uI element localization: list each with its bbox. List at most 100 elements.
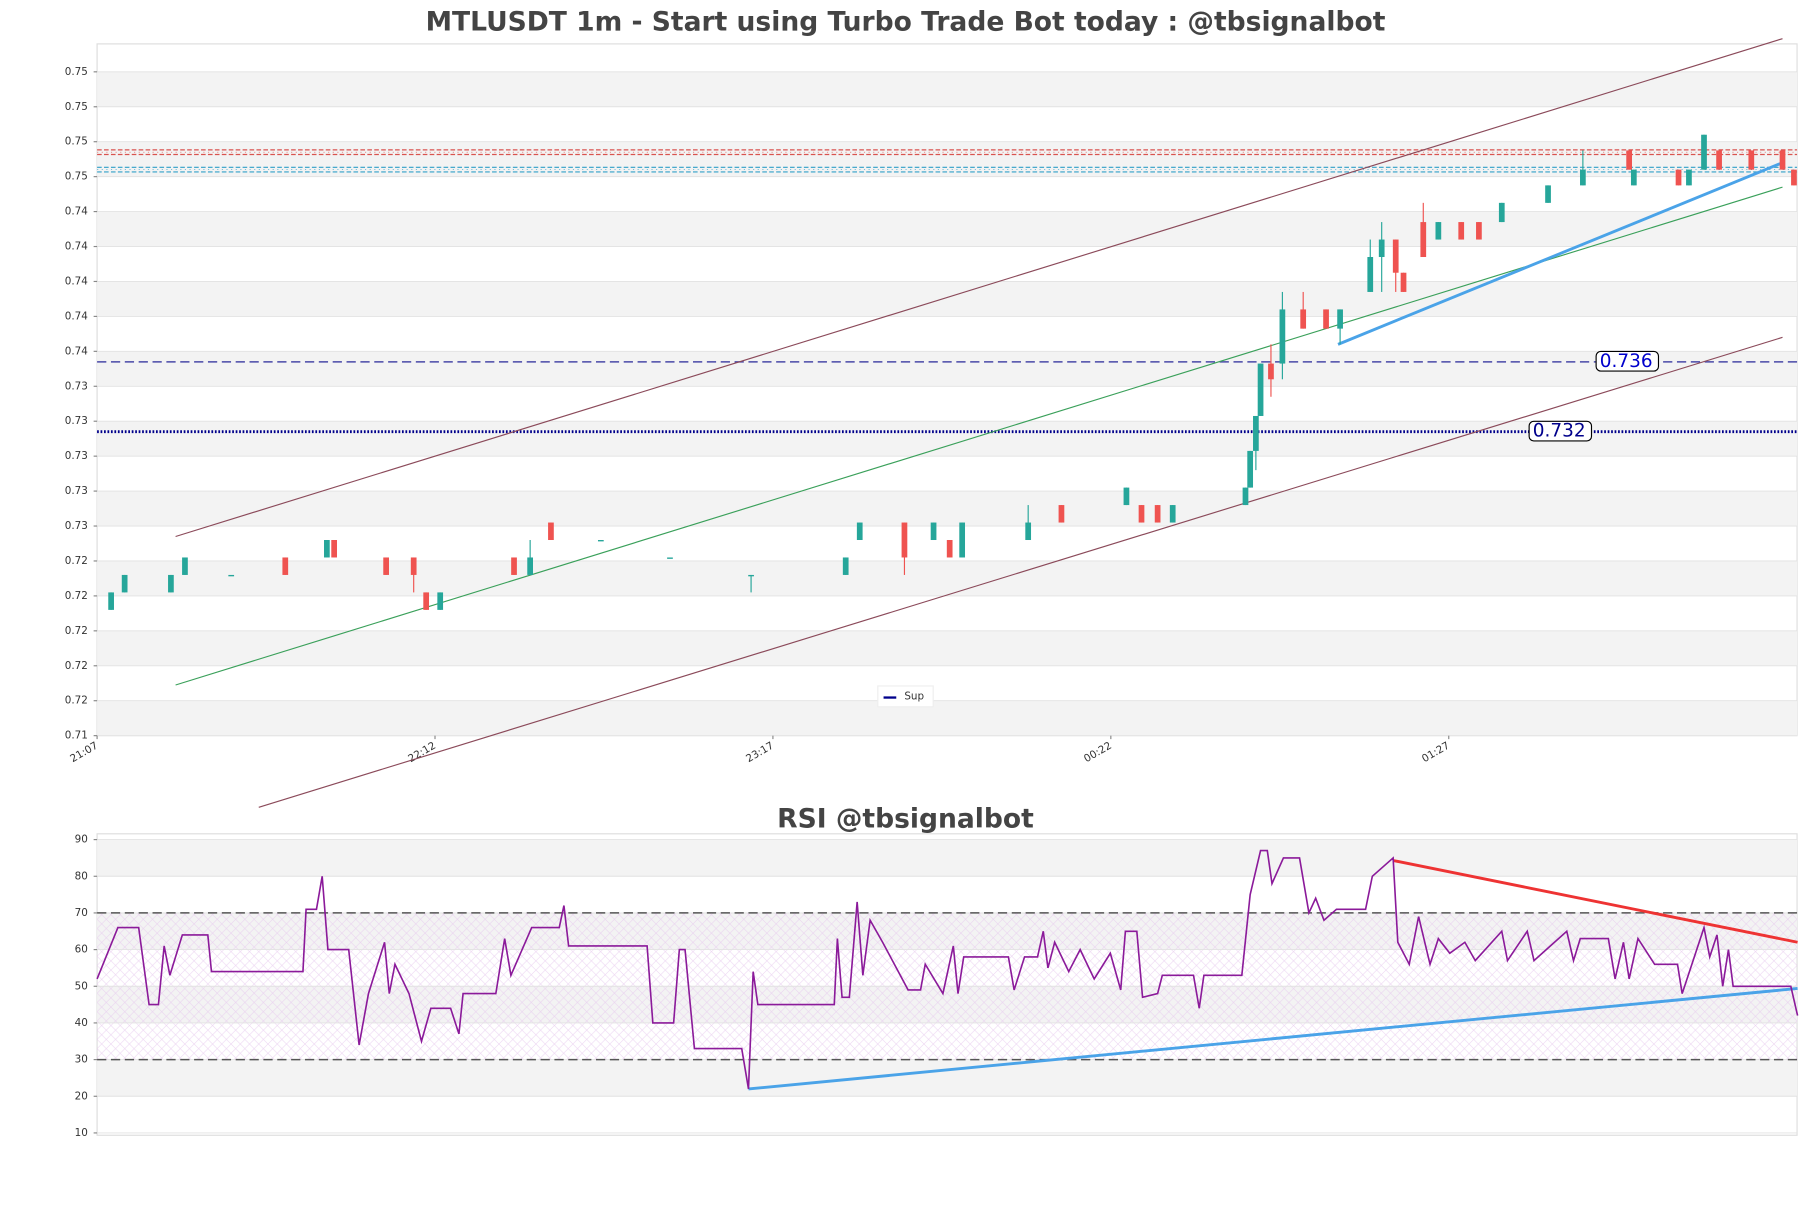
candle-body [410,557,417,575]
candle-body [1253,415,1259,451]
candle-body [1378,239,1385,258]
y-tick-label: 10 [75,1127,88,1139]
y-tick-label: 0.74 [65,275,88,287]
grid-band [97,421,1798,457]
x-tick-label: 22:12 [406,740,438,765]
candle-body [1123,487,1130,506]
candle-body [282,557,289,575]
chart-title: MTLUSDT 1m - Start using Turbo Trade Bot… [426,7,1386,38]
level-label: 0.732 [1533,421,1586,442]
y-tick-label: 0.72 [65,555,88,567]
y-tick-label: 60 [75,944,88,956]
level-label-box [1595,350,1660,372]
candle-body [548,522,554,541]
y-tick-label: 0.73 [65,415,88,427]
candle-body [1626,150,1633,170]
grid-band [97,630,1798,666]
x-tick-label: 21:07 [68,740,100,765]
candle-body [667,557,673,559]
trendline [175,186,1783,686]
y-tick-label: 50 [75,980,88,992]
candle-body [324,540,330,558]
grid-band [97,71,1798,107]
candle-body [1498,202,1505,223]
rsi-line [96,849,1799,1090]
candle-body [842,557,849,575]
candle-body [1025,522,1032,541]
candle-body [1242,487,1249,506]
candle-body [1630,169,1637,186]
x-tick-label: 00:22 [1082,740,1114,765]
candle-body [1169,505,1176,523]
candle-body [1138,505,1145,523]
candle-body [121,574,128,593]
level-label: 0.736 [1600,351,1653,372]
y-tick-label: 0.73 [65,485,88,497]
candle-body [182,557,188,575]
candle-body [1458,222,1465,240]
candle-body [901,522,908,558]
y-tick-label: 0.74 [65,206,88,218]
candle-body [959,522,966,558]
y-tick-label: 90 [75,834,88,846]
candle-body [1476,222,1482,240]
candle-body [1257,363,1264,416]
grid-band [97,1059,1798,1097]
candle-body [946,540,953,558]
candle-body [1268,363,1274,380]
candle-body [437,592,444,610]
candle-body [1686,169,1692,186]
grid-band [97,560,1798,596]
candle-body [1545,185,1551,203]
candle-body [1675,169,1682,186]
y-tick-label: 0.74 [65,345,88,357]
y-tick-label: 0.75 [65,136,88,148]
grid-band [97,491,1798,527]
x-tick-label: 01:27 [1420,740,1452,765]
legend-box [877,685,934,708]
trendline [258,336,1783,808]
candle-body [1420,222,1427,258]
y-tick-label: 0.75 [65,171,88,183]
candle-body [856,522,863,541]
candle-body [1300,309,1307,329]
grid-band [97,700,1798,736]
y-tick-label: 0.75 [65,66,88,78]
candle-body [108,592,114,610]
y-tick-label: 0.73 [65,450,88,462]
candle-body [1247,450,1254,488]
candle-body [1791,169,1797,186]
candle-body [168,574,174,593]
candle-body [1779,150,1786,170]
y-tick-label: 0.72 [65,625,88,637]
legend-label: Sup [904,690,924,702]
y-tick-label: 0.73 [65,380,88,392]
y-tick-label: 0.74 [65,241,88,253]
candle-body [1058,505,1065,523]
candle-body [383,557,389,575]
candle-body [1435,222,1442,240]
trendline [1337,161,1784,346]
candle-body [1701,134,1707,170]
trendline [748,987,1798,1091]
candle-body [930,522,937,541]
grid-band [97,351,1798,387]
grid-band [97,839,1798,877]
grid-band [97,281,1798,317]
y-tick-label: 20 [75,1090,88,1102]
y-tick-label: 0.72 [65,695,88,707]
candle-body [527,557,533,575]
y-tick-label: 0.74 [65,310,88,322]
candle-body [1323,309,1329,329]
candle-body [1716,150,1722,170]
y-tick-label: 70 [75,907,88,919]
y-tick-label: 30 [75,1054,88,1066]
candle-body [423,592,430,610]
candle-body [331,540,338,558]
grid-band [97,141,1798,177]
grid-band [97,211,1798,247]
candle-body [1400,272,1407,292]
candle-body [597,540,604,542]
